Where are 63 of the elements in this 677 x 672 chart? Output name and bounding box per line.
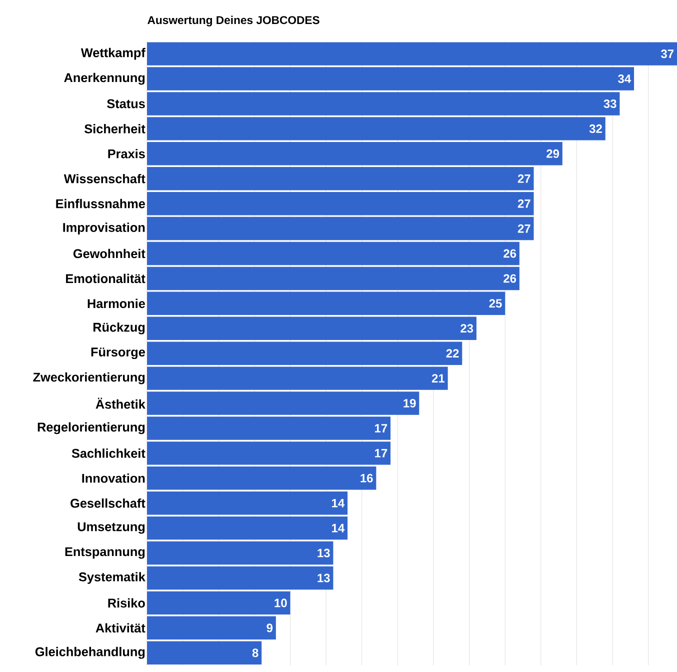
y-tick-label: Wissenschaft (64, 174, 146, 184)
data-label: 29 (546, 149, 560, 158)
y-tick-label: Entspannung (65, 547, 145, 559)
y-tick-label: Harmonie (88, 298, 145, 308)
bar (147, 566, 334, 590)
data-label: 25 (489, 299, 502, 308)
y-tick-label: Gesellschaft (70, 498, 146, 508)
data-label: 17 (374, 424, 388, 432)
y-tick-label: Praxis (108, 149, 145, 158)
y-tick-label: Gleichbehandlung (35, 646, 145, 659)
data-label: 32 (589, 124, 602, 133)
y-tick-label: Status (107, 99, 145, 108)
y-tick-label: Fürsorge (91, 348, 145, 360)
data-label: 8 (252, 648, 258, 658)
data-label: 34 (618, 74, 632, 84)
data-label: 22 (446, 349, 459, 358)
data-label: 37 (660, 50, 674, 58)
y-tick-label: Sachlichkeit (72, 448, 146, 458)
bar (147, 541, 334, 565)
data-label: 9 (266, 624, 273, 632)
y-tick-label: Innovation (82, 473, 145, 483)
data-label: 26 (504, 249, 516, 258)
y-tick-label: Wettkampf (80, 48, 146, 60)
data-label: 23 (460, 324, 474, 333)
bar (147, 491, 348, 515)
y-tick-label: Systematik (78, 572, 146, 584)
bar (147, 242, 520, 266)
bar (147, 192, 534, 216)
data-label: 10 (274, 598, 287, 608)
data-label: 13 (318, 574, 330, 582)
y-tick-label: Emotionalität (66, 274, 146, 284)
bar (147, 616, 276, 640)
data-label: 27 (518, 199, 530, 208)
bar (147, 641, 262, 664)
y-tick-label: Regelorientierung (38, 422, 145, 434)
y-tick-label: Risiko (108, 598, 145, 608)
y-tick-label: Einflussnahme (56, 198, 145, 208)
data-label: 27 (518, 174, 530, 183)
y-tick-label: Umsetzung (78, 522, 145, 534)
y-tick-label: Rückzug (93, 322, 145, 334)
bar (147, 516, 348, 540)
data-label: 33 (604, 99, 616, 108)
data-label: 26 (504, 274, 516, 283)
data-label: 17 (374, 449, 388, 458)
chart-title: Auswertung Deines JOBCODES (148, 16, 320, 26)
data-label: 14 (332, 524, 345, 532)
data-label: 21 (432, 374, 445, 382)
y-tick-label: Zweckorientierung (33, 372, 145, 384)
y-tick-label: Ästhetik (96, 398, 146, 409)
bar (147, 292, 506, 316)
data-label: 19 (404, 399, 416, 408)
data-label: 16 (360, 474, 373, 482)
bar (147, 591, 290, 615)
bar (147, 216, 534, 240)
y-tick-label: Gewohnheit (73, 248, 146, 258)
y-tick-label: Anerkennung (64, 72, 145, 85)
y-tick-label: Aktivität (96, 623, 146, 633)
data-label: 27 (518, 224, 530, 233)
bar (147, 266, 520, 290)
data-label: 14 (332, 498, 345, 508)
data-label: 13 (318, 548, 330, 558)
y-tick-label: Improvisation (63, 222, 145, 234)
y-tick-label: Sicherheit (84, 124, 146, 134)
